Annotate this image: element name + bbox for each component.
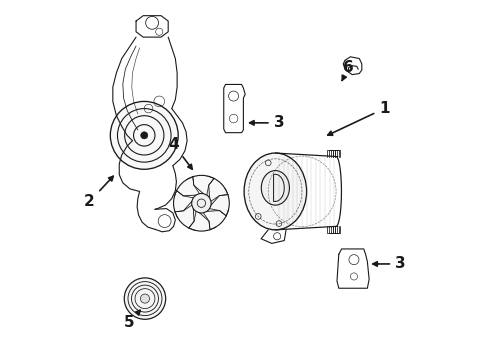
Ellipse shape	[261, 171, 290, 205]
Text: 3: 3	[373, 256, 406, 271]
Ellipse shape	[244, 153, 307, 230]
Text: 1: 1	[328, 101, 390, 135]
Circle shape	[173, 175, 229, 231]
Text: 5: 5	[123, 310, 140, 330]
Circle shape	[192, 193, 211, 213]
Circle shape	[124, 278, 166, 319]
Text: 2: 2	[84, 176, 113, 209]
Text: 3: 3	[249, 115, 284, 130]
Circle shape	[141, 294, 149, 303]
Circle shape	[110, 102, 178, 169]
Circle shape	[141, 132, 148, 139]
Text: 4: 4	[168, 137, 192, 169]
Text: 6: 6	[342, 60, 354, 81]
